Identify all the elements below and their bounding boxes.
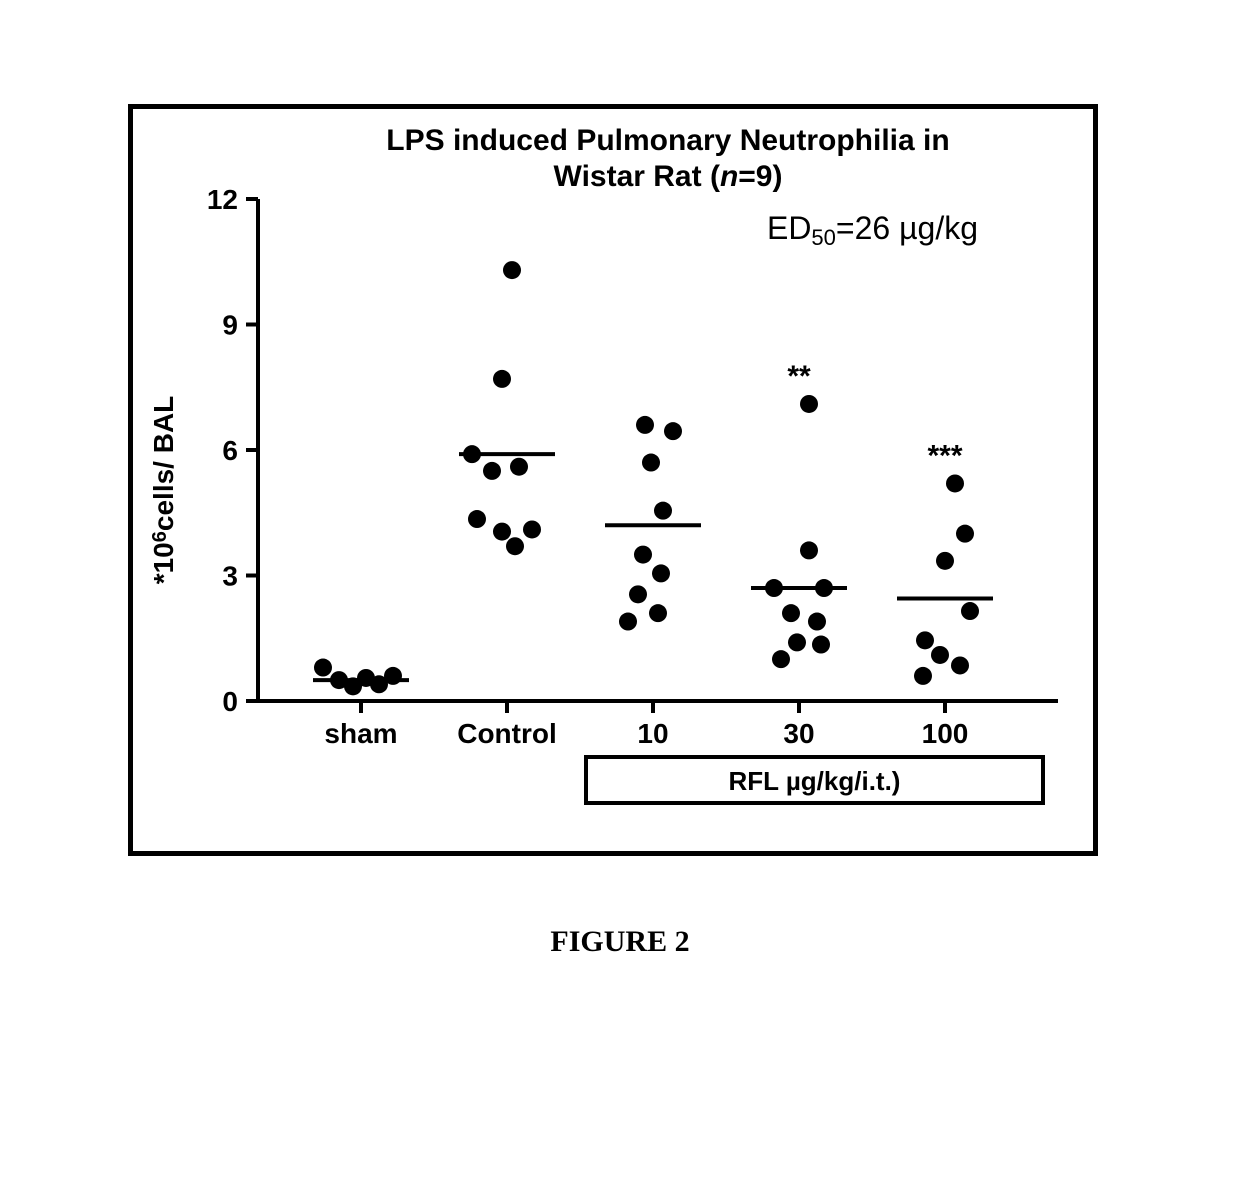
y-axis-label: *106cells/ BAL	[148, 396, 179, 585]
data-point	[951, 656, 969, 674]
x-tick-label: sham	[324, 718, 397, 749]
data-point	[916, 631, 934, 649]
chart-title-line2: Wistar Rat (n=9)	[554, 160, 783, 193]
data-point	[931, 646, 949, 664]
data-point	[463, 445, 481, 463]
data-point	[946, 474, 964, 492]
data-point	[914, 667, 932, 685]
x-tick-label: 30	[783, 718, 814, 749]
chart-title-line1: LPS induced Pulmonary Neutrophilia in	[386, 124, 949, 157]
significance-marker: ***	[927, 439, 962, 472]
data-point	[772, 650, 790, 668]
dose-group-label: RFL µg/kg/i.t.)	[729, 766, 901, 796]
data-point	[493, 523, 511, 541]
data-point	[506, 537, 524, 555]
data-point	[956, 525, 974, 543]
figure-caption: FIGURE 2	[0, 925, 1240, 959]
chart-svg: LPS induced Pulmonary Neutrophilia inWis…	[128, 104, 1098, 856]
data-point	[788, 633, 806, 651]
data-point	[654, 502, 672, 520]
data-point	[636, 416, 654, 434]
data-point	[808, 613, 826, 631]
data-point	[815, 579, 833, 597]
data-point	[652, 564, 670, 582]
significance-marker: **	[787, 360, 811, 393]
y-tick-label: 0	[222, 686, 238, 717]
y-tick-label: 9	[222, 310, 238, 341]
data-point	[384, 667, 402, 685]
data-point	[468, 510, 486, 528]
data-point	[314, 659, 332, 677]
ed50-annotation: ED50=26 µg/kg	[767, 210, 978, 250]
data-point	[503, 261, 521, 279]
data-point	[664, 422, 682, 440]
data-point	[800, 395, 818, 413]
data-point	[765, 579, 783, 597]
data-point	[523, 520, 541, 538]
data-point	[510, 458, 528, 476]
figure-stage: LPS induced Pulmonary Neutrophilia inWis…	[0, 0, 1240, 1193]
data-point	[961, 602, 979, 620]
data-point	[634, 546, 652, 564]
y-tick-label: 12	[207, 184, 238, 215]
data-point	[800, 541, 818, 559]
data-point	[483, 462, 501, 480]
x-tick-label: Control	[457, 718, 557, 749]
x-tick-label: 10	[637, 718, 668, 749]
data-point	[619, 613, 637, 631]
data-point	[642, 454, 660, 472]
data-point	[782, 604, 800, 622]
data-point	[493, 370, 511, 388]
data-point	[812, 636, 830, 654]
data-point	[649, 604, 667, 622]
data-point	[936, 552, 954, 570]
y-tick-label: 6	[222, 435, 238, 466]
y-tick-label: 3	[222, 561, 238, 592]
x-tick-label: 100	[922, 718, 969, 749]
data-point	[629, 585, 647, 603]
